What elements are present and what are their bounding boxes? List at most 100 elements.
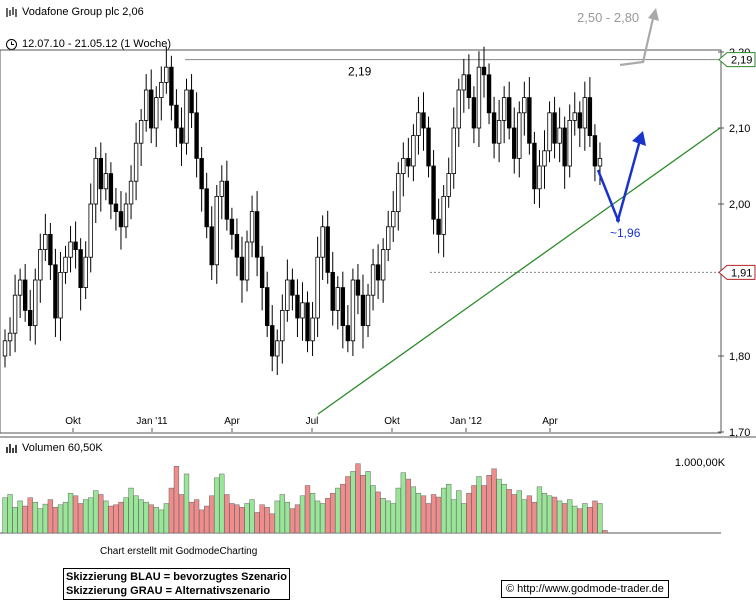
- volume-bar: [163, 503, 169, 534]
- volume-icon: [5, 442, 19, 457]
- volume-bar: [531, 501, 538, 534]
- x-tick-label: Apr: [542, 416, 558, 427]
- candle-body: [239, 256, 245, 281]
- blue-arrowhead: [632, 131, 646, 146]
- x-tick-label: Jan '12: [450, 416, 482, 427]
- alt-scenario-label: 2,50 - 2,80: [577, 10, 639, 25]
- volume-bar: [128, 487, 134, 534]
- candle-body: [532, 142, 537, 190]
- volume-bar: [577, 508, 583, 534]
- candle-body: [17, 279, 23, 296]
- volume-bar: [193, 499, 200, 534]
- volume-bar: [27, 497, 33, 534]
- volume-bar: [365, 471, 371, 534]
- candle-body: [214, 195, 219, 266]
- volume-bar: [234, 504, 240, 534]
- candle-body: [98, 157, 103, 190]
- volume-bar: [98, 494, 104, 534]
- x-tick-label: Apr: [224, 416, 240, 427]
- candle-body: [441, 195, 446, 235]
- candle-body: [189, 89, 194, 114]
- candle-body: [421, 112, 426, 129]
- candle-body: [194, 112, 199, 159]
- instrument-title: Vodafone Group plc 2,06: [22, 6, 144, 18]
- volume-bar: [239, 507, 245, 534]
- volume-bar: [103, 500, 109, 534]
- candle-body: [209, 226, 214, 266]
- volume-bar: [17, 500, 23, 534]
- candle-body: [259, 256, 265, 289]
- volume-bar: [435, 496, 442, 534]
- volume-bar: [420, 495, 427, 534]
- blue-scenario-path: [596, 139, 642, 224]
- candle-body: [138, 120, 144, 144]
- volume-bar: [501, 483, 507, 534]
- candle-body: [174, 104, 179, 129]
- candle-body: [38, 249, 43, 281]
- volume-bar: [551, 496, 558, 534]
- volume-bar: [314, 500, 321, 534]
- volume-bar: [133, 495, 139, 534]
- candle-body: [88, 203, 93, 258]
- volume-bar: [360, 475, 366, 534]
- candle-body: [411, 135, 416, 167]
- volume-bar: [168, 487, 175, 534]
- candle-body: [401, 157, 406, 174]
- volume-bar: [158, 509, 164, 534]
- legend-blue: Skizzierung BLAU = bevorzugtes Szenario: [66, 571, 287, 583]
- volume-bar: [486, 475, 492, 534]
- candle-body: [224, 180, 230, 220]
- website-link[interactable]: © http://www.godmode-trader.de: [501, 580, 669, 598]
- volume-bar: [178, 494, 185, 534]
- candle-body: [179, 127, 184, 144]
- candle-body: [275, 340, 280, 357]
- volume-bar: [461, 503, 467, 534]
- candle-body: [264, 287, 270, 327]
- volume-bar: [294, 504, 301, 534]
- volume-bar: [385, 500, 391, 534]
- candle-body: [159, 82, 164, 99]
- candle-body: [78, 249, 83, 289]
- volume-bar: [541, 492, 548, 534]
- volume-bar: [22, 505, 28, 534]
- volume-bar: [516, 490, 522, 534]
- volume-bar: [471, 485, 477, 534]
- price-chart: 2,191.000,00K1,701,802,002,102,20OktJan …: [0, 8, 756, 534]
- candle-body: [471, 97, 477, 129]
- grey-scenario-path: [619, 13, 656, 67]
- volume-bar: [446, 483, 452, 534]
- volume-bar: [274, 500, 280, 534]
- volume-bar: [380, 498, 386, 534]
- candle-body: [456, 89, 461, 129]
- volume-bar: [62, 501, 69, 534]
- volume-bar: [249, 499, 255, 534]
- website-url: http://www.godmode-trader.de: [517, 583, 664, 595]
- candle-body: [63, 256, 68, 273]
- candle-body: [169, 66, 174, 106]
- candle-body: [7, 332, 13, 342]
- volume-bar: [400, 472, 406, 534]
- volume-bar: [67, 492, 74, 534]
- volume-bar: [47, 499, 54, 534]
- price-tick-label: 1,70: [729, 427, 750, 439]
- volume-bar: [57, 504, 64, 534]
- candle-body: [53, 264, 58, 319]
- candle-body: [33, 279, 38, 326]
- volume-bar: [602, 530, 608, 534]
- candle-body: [355, 279, 361, 296]
- volume-bar: [476, 476, 482, 534]
- candle-body: [416, 112, 421, 137]
- candle-body: [229, 218, 235, 235]
- volume-bar: [536, 486, 543, 534]
- candle-body: [431, 165, 436, 220]
- volume-bar: [148, 504, 154, 534]
- candle-body: [335, 287, 340, 311]
- volume-bar: [93, 490, 99, 534]
- volume-bar: [335, 487, 341, 534]
- volume-bar: [430, 494, 437, 534]
- volume-bar: [496, 478, 502, 534]
- candle-body: [48, 233, 53, 266]
- candle-body: [199, 157, 204, 190]
- volume-bar: [72, 495, 79, 534]
- candle-body: [547, 112, 552, 152]
